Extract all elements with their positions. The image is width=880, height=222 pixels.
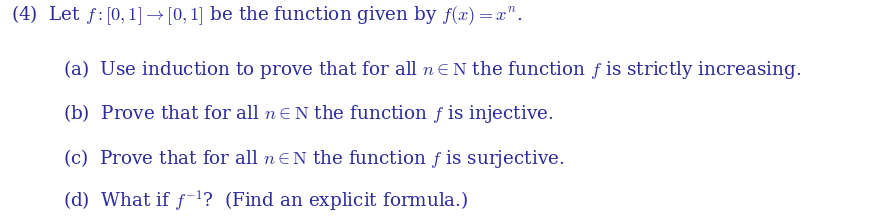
Text: (a)  Use induction to prove that for all $n\in\mathrm{N}$ the function $f$ is st: (a) Use induction to prove that for all … xyxy=(63,58,802,81)
Text: (c)  Prove that for all $n\in\mathrm{N}$ the function $f$ is surjective.: (c) Prove that for all $n\in\mathrm{N}$ … xyxy=(63,147,565,170)
Text: (d)  What if $f^{-1}$?  (Find an explicit formula.): (d) What if $f^{-1}$? (Find an explicit … xyxy=(63,188,469,213)
Text: (b)  Prove that for all $n\in\mathrm{N}$ the function $f$ is injective.: (b) Prove that for all $n\in\mathrm{N}$ … xyxy=(63,102,554,125)
Text: (4)  Let $f:[0,1]\rightarrow[0,1]$ be the function given by $f(x)=x^n$.: (4) Let $f:[0,1]\rightarrow[0,1]$ be the… xyxy=(11,3,523,27)
